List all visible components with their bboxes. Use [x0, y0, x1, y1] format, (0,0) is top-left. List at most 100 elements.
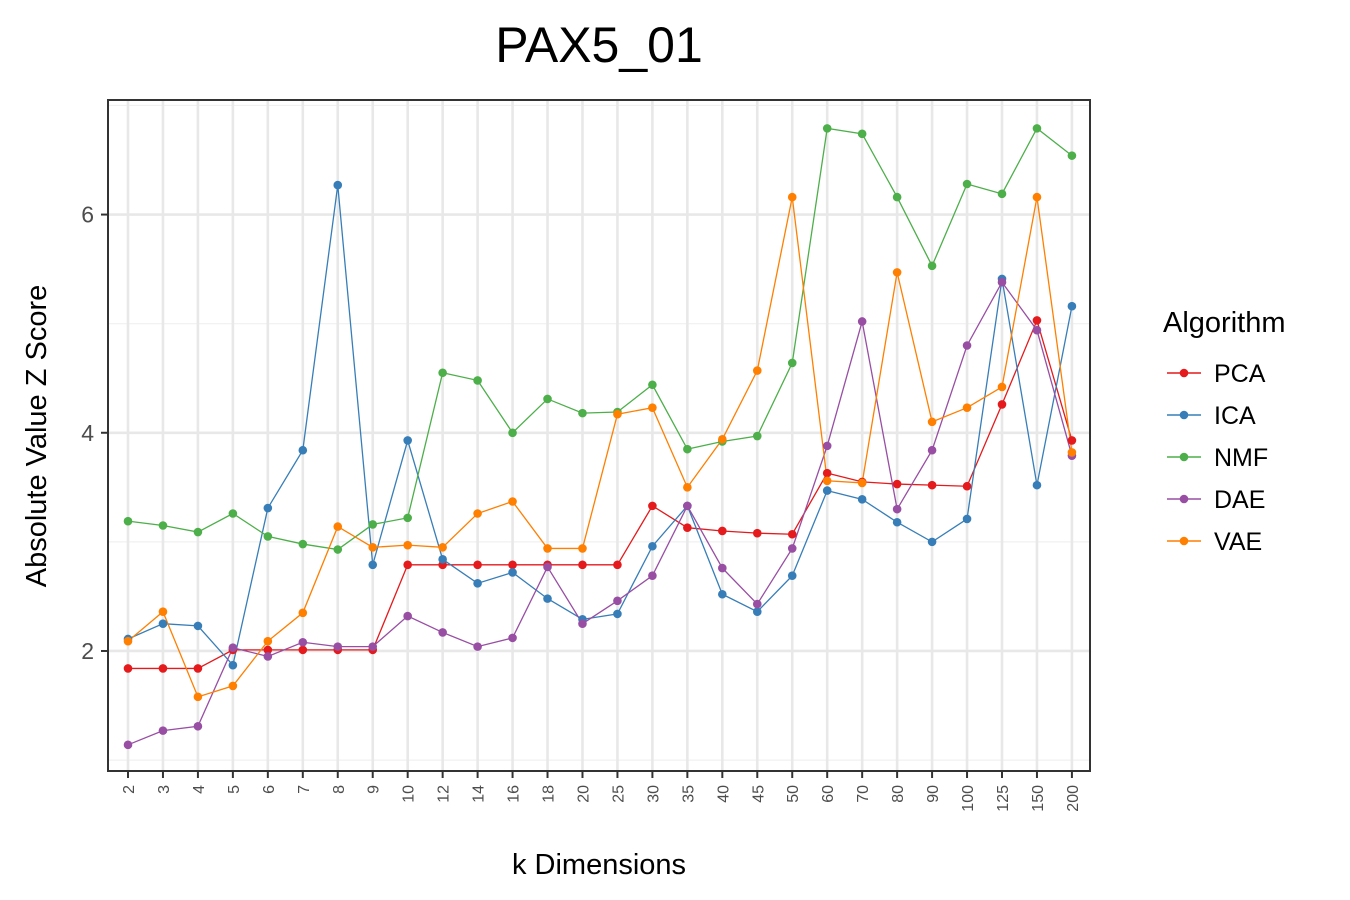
data-point-dae: [193, 721, 203, 731]
data-point-vae: [648, 403, 657, 412]
data-point-nmf: [683, 444, 692, 454]
data-point-ica: [892, 517, 902, 527]
y-tick-label: 4: [81, 420, 94, 446]
x-tick-label: 90: [925, 785, 942, 803]
data-point-nmf: [123, 516, 133, 526]
data-point-vae: [927, 417, 937, 427]
legend-title: Algorithm: [1163, 307, 1286, 339]
data-point-nmf: [193, 527, 203, 537]
series-line-nmf: [127, 127, 1073, 551]
data-point-dae: [123, 740, 133, 750]
data-point-vae: [368, 543, 378, 552]
series-line-ica: [127, 185, 1073, 667]
legend-key-point-ica: [1179, 410, 1189, 420]
x-tick-label: 16: [506, 785, 523, 803]
data-point-pca: [473, 560, 482, 570]
x-tick-label: 80: [890, 785, 907, 803]
data-point-vae: [857, 478, 867, 488]
data-point-dae: [333, 642, 343, 651]
data-point-nmf: [752, 431, 762, 441]
x-tick-label: 5: [226, 785, 243, 794]
data-point-ica: [263, 503, 273, 513]
data-point-dae: [403, 611, 412, 621]
data-point-nmf: [892, 192, 902, 202]
data-point-pca: [508, 560, 517, 570]
y-tick-label: 6: [81, 202, 94, 228]
data-point-vae: [822, 476, 832, 486]
data-point-vae: [473, 509, 482, 518]
data-point-dae: [857, 317, 867, 326]
data-point-vae: [752, 366, 762, 375]
legend-key-point-dae: [1179, 494, 1189, 504]
data-point-nmf: [438, 368, 447, 378]
data-point-ica: [298, 445, 308, 455]
data-point-ica: [228, 660, 238, 670]
data-point-dae: [473, 642, 482, 651]
data-point-dae: [962, 341, 972, 350]
x-tick-label: 150: [1030, 785, 1047, 812]
data-point-ica: [438, 555, 447, 564]
data-point-vae: [1067, 448, 1077, 457]
data-point-ica: [543, 594, 552, 603]
data-point-dae: [683, 501, 692, 511]
data-point-nmf: [473, 376, 482, 385]
data-point-dae: [927, 445, 937, 455]
data-point-nmf: [927, 261, 937, 271]
x-tick-label: 70: [855, 785, 872, 803]
data-point-ica: [473, 579, 482, 588]
x-tick-label: 9: [366, 785, 383, 794]
x-tick-label: 35: [680, 785, 697, 803]
data-point-dae: [787, 544, 797, 553]
data-point-vae: [1032, 192, 1042, 202]
data-point-pca: [927, 480, 937, 490]
data-point-nmf: [333, 545, 343, 554]
data-point-ica: [403, 436, 412, 445]
data-point-dae: [718, 563, 727, 573]
data-point-nmf: [403, 513, 412, 523]
data-point-pca: [752, 528, 762, 538]
data-point-ica: [508, 568, 517, 577]
chart-title: PAX5_01: [495, 17, 703, 73]
data-point-dae: [543, 562, 552, 572]
data-point-dae: [752, 599, 762, 609]
plot-background: [108, 100, 1090, 771]
data-point-vae: [333, 522, 343, 531]
data-point-pca: [298, 645, 308, 655]
data-point-dae: [368, 642, 378, 651]
data-point-pca: [962, 481, 972, 491]
data-point-ica: [822, 486, 832, 495]
data-point-pca: [1067, 436, 1077, 445]
x-tick-label: 4: [191, 785, 208, 794]
data-point-pca: [718, 526, 727, 536]
x-tick-label: 2: [121, 785, 138, 794]
data-point-vae: [578, 544, 587, 553]
legend-label-pca: PCA: [1214, 360, 1266, 388]
data-point-nmf: [298, 539, 308, 549]
data-point-ica: [927, 537, 937, 547]
data-point-vae: [438, 543, 447, 552]
legend-key-point-vae: [1179, 536, 1189, 546]
data-point-nmf: [578, 408, 587, 418]
data-point-ica: [368, 560, 378, 570]
data-point-nmf: [543, 394, 552, 404]
data-point-dae: [158, 726, 168, 735]
x-tick-label: 45: [750, 785, 767, 803]
data-point-vae: [683, 483, 692, 492]
data-point-ica: [752, 607, 762, 617]
data-point-ica: [648, 541, 657, 551]
legend-label-dae: DAE: [1214, 486, 1265, 514]
data-point-vae: [718, 435, 727, 444]
data-point-dae: [1032, 325, 1042, 335]
data-point-nmf: [1067, 151, 1077, 160]
data-point-dae: [228, 643, 238, 653]
series-line-dae: [127, 281, 1073, 746]
data-point-vae: [508, 497, 517, 506]
data-point-ica: [1067, 301, 1077, 311]
data-point-nmf: [158, 521, 168, 530]
data-point-vae: [228, 681, 238, 691]
data-point-ica: [158, 619, 168, 629]
legend-key-point-pca: [1179, 368, 1189, 378]
data-point-nmf: [263, 532, 273, 541]
x-tick-label: 25: [610, 785, 627, 803]
